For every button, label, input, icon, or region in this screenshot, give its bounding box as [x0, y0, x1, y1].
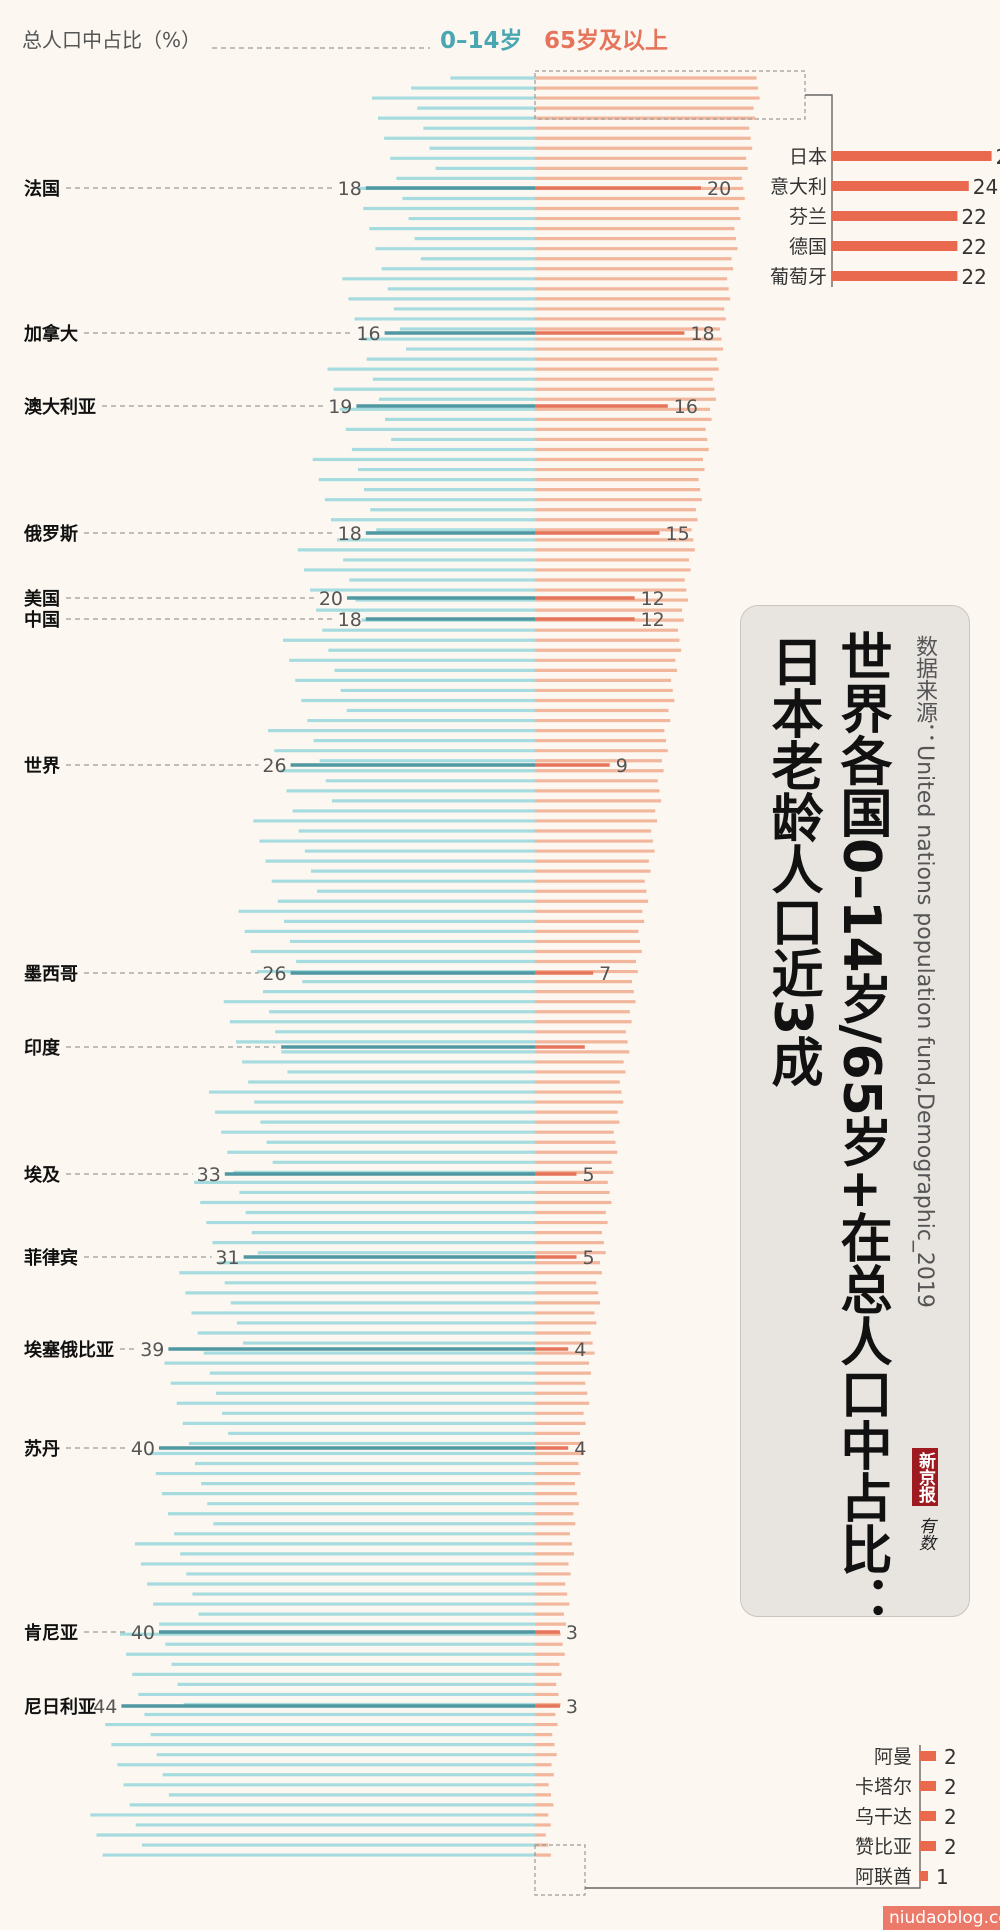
country-label: 墨西哥: [24, 964, 78, 985]
old-value-label: 5: [583, 1164, 595, 1186]
old-value-label: 20: [707, 178, 731, 200]
country-label: 印度: [24, 1037, 61, 1059]
callout-country-label: 卡塔尔: [855, 1776, 912, 1798]
young-value-label: 18: [338, 178, 362, 200]
callout-country-label: 阿联酋: [855, 1866, 912, 1888]
newspaper-logo: 新京报: [912, 1448, 938, 1506]
young-value-label: 40: [131, 1438, 155, 1460]
callout-country-label: 乌干达: [855, 1806, 912, 1828]
country-label: 法国: [24, 178, 60, 200]
callout-old-value: 2: [944, 1805, 957, 1829]
country-label: 埃及: [24, 1164, 61, 1186]
callout-old-bar: [832, 211, 958, 221]
country-label: 世界: [24, 756, 60, 777]
young-value-label: 39: [140, 1339, 164, 1361]
young-value-label: 31: [215, 1247, 239, 1269]
country-label: 中国: [24, 609, 60, 631]
old-value-label: 3: [566, 1622, 578, 1644]
callout-old-bar: [920, 1811, 936, 1821]
young-value-label: 26: [262, 963, 286, 985]
old-value-label: 9: [616, 755, 628, 777]
callout-country-label: 葡萄牙: [770, 266, 827, 288]
data-source: 数据来源：United nations population fund,Demo…: [912, 635, 937, 1308]
young-value-label: 33: [197, 1164, 221, 1186]
old-value-label: 12: [641, 609, 665, 631]
legend-young: 0–14岁: [440, 28, 523, 54]
callout-country-label: 意大利: [770, 176, 827, 198]
callout-old-value: 22: [961, 205, 986, 229]
old-value-label: 15: [666, 523, 690, 545]
callout-old-bar: [920, 1841, 936, 1851]
watermark: niudaoblog.com: [883, 1906, 1000, 1930]
callout-old-bar: [832, 151, 992, 161]
old-value-label: 4: [574, 1438, 586, 1460]
country-label: 澳大利亚: [24, 396, 96, 418]
young-value-label: 18: [338, 609, 362, 631]
callout-country-label: 赞比亚: [855, 1836, 912, 1858]
top-callout-connector: [805, 94, 833, 287]
young-value-label: 18: [338, 523, 362, 545]
young-value-label: 16: [356, 323, 380, 345]
callout-old-bar: [920, 1871, 928, 1881]
country-label: 俄罗斯: [23, 523, 78, 545]
chart-subtitle: 日本老龄人口近3成: [762, 635, 822, 1088]
country-label: 苏丹: [24, 1438, 60, 1460]
percent-axis-label: 总人口中占比（%）: [22, 28, 202, 52]
old-value-label: 4: [574, 1339, 586, 1361]
callout-country-label: 日本: [789, 146, 827, 168]
old-value-label: 7: [599, 963, 611, 985]
country-label: 尼日利亚: [24, 1696, 96, 1718]
country-label: 美国: [24, 588, 60, 610]
young-value-label: 19: [328, 396, 352, 418]
young-value-label: 26: [262, 755, 286, 777]
legend-old: 65岁及以上: [544, 28, 669, 54]
column-logo: 有数: [915, 1517, 935, 1551]
callout-old-value: 22: [961, 235, 986, 259]
young-value-label: 20: [319, 588, 343, 610]
old-value-label: 12: [641, 588, 665, 610]
callout-old-value: 2: [944, 1745, 957, 1769]
country-label: 加拿大: [23, 323, 78, 345]
country-label: 菲律宾: [24, 1247, 78, 1269]
callout-country-label: 德国: [789, 236, 827, 258]
callout-country-label: 芬兰: [789, 206, 827, 228]
old-value-label: 3: [566, 1696, 578, 1718]
callout-old-value: 24: [973, 175, 998, 199]
callout-old-bar: [832, 181, 969, 191]
country-label: 埃塞俄比亚: [24, 1339, 114, 1361]
callout-old-bar: [920, 1781, 936, 1791]
callout-old-bar: [920, 1751, 936, 1761]
callout-old-value: 28: [996, 145, 1000, 169]
old-value-label: 18: [690, 323, 714, 345]
chart-title: 世界各国0–14岁/65岁+在总人口中占比：: [831, 630, 891, 1628]
callout-old-bar: [832, 271, 958, 281]
callout-old-value: 1: [936, 1865, 949, 1889]
young-value-label: 40: [131, 1622, 155, 1644]
callout-old-bar: [832, 241, 958, 251]
bottom-callout-connector: [585, 1745, 921, 1889]
bottom-callout-box: [534, 1844, 586, 1896]
young-value-label: 44: [93, 1696, 117, 1718]
old-value-label: 5: [583, 1247, 595, 1269]
callout-old-value: 2: [944, 1775, 957, 1799]
country-label: 肯尼亚: [24, 1622, 78, 1644]
old-value-label: 16: [674, 396, 698, 418]
callout-country-label: 阿曼: [874, 1746, 912, 1768]
callout-old-value: 22: [961, 265, 986, 289]
callout-old-value: 2: [944, 1835, 957, 1859]
